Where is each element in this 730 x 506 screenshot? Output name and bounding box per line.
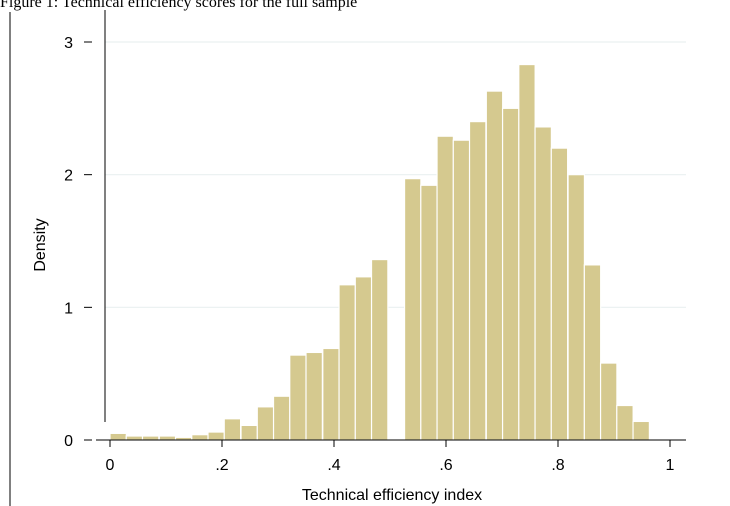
histogram-bar [240,424,258,441]
histogram-bar [567,174,586,441]
y-tick-label: 2 [64,168,73,185]
x-tick-label: .6 [439,457,452,474]
histogram-bar [616,404,634,441]
histogram-bar [207,431,225,441]
histogram-bar [125,435,144,441]
axes [9,10,686,506]
histogram-bar [223,418,242,441]
histogram-bar [632,420,650,441]
y-tick-label: 3 [64,35,73,52]
histogram-bar [468,120,487,441]
histogram-bar [354,276,373,441]
histogram-bar [420,184,438,441]
histogram-bar [370,258,389,441]
x-axis-label: Technical efficiency index [302,487,482,504]
x-tick-label: .2 [215,457,228,474]
histogram-bar [272,395,291,441]
x-tick-label: .8 [551,457,564,474]
histogram-bar [550,147,569,441]
histogram-bar [141,435,160,441]
x-tick-label: 0 [106,457,115,474]
histogram-bar [583,264,602,441]
histogram-bar [485,90,504,441]
histogram-bar [322,347,340,441]
histogram-bar [452,139,471,441]
y-tick-label: 1 [64,300,73,317]
histogram-bar [518,63,536,441]
histogram-bar [534,126,552,441]
histogram-bar [436,135,454,441]
y-axis-ticks: 0 1 2 3 [64,35,92,450]
figure-caption: Figure 1: Technical efficiency scores fo… [0,0,358,11]
y-axis-label: Density [32,218,49,271]
histogram-bar [109,432,127,441]
histogram-bar [403,178,422,441]
histogram-bars [109,63,650,441]
histogram-bar [289,354,307,441]
y-tick-label: 0 [64,433,73,450]
x-tick-label: 1 [666,457,675,474]
histogram-bar [338,284,356,441]
x-tick-label: .4 [327,457,340,474]
histogram-bar [158,435,177,441]
x-axis-ticks: 0 .2 .4 .6 .8 1 [106,440,675,474]
histogram-bar [599,362,618,441]
histogram-bar [501,107,520,441]
histogram-bar [256,406,275,441]
histogram-bar [305,351,323,441]
histogram-bar [191,434,209,441]
